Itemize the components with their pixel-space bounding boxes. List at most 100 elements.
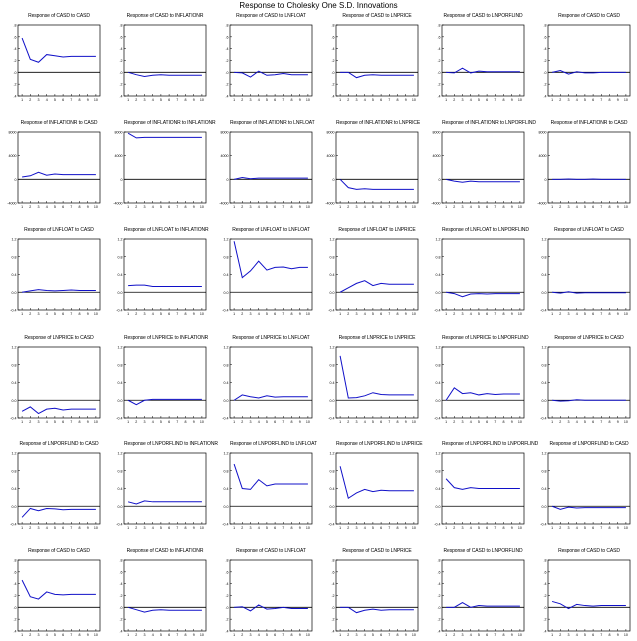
x-tick-label: 1 [551, 205, 553, 209]
x-tick-label: 10 [624, 205, 628, 209]
x-tick-label: 9 [405, 420, 407, 424]
x-tick-label: 9 [511, 98, 513, 102]
x-tick-label: 6 [486, 312, 488, 316]
x-tick-label: 7 [282, 420, 284, 424]
x-tick-label: 10 [518, 526, 522, 530]
y-tick-label: .4 [544, 630, 547, 634]
response-line [234, 241, 308, 277]
y-tick-label: -0.4 [434, 309, 440, 313]
y-tick-label: 0.4 [542, 381, 547, 385]
x-tick-label: 2 [559, 98, 561, 102]
y-tick-label: .4 [120, 95, 123, 99]
x-tick-label: 8 [503, 633, 505, 637]
plot-frame [124, 239, 206, 310]
plot-frame [336, 560, 418, 631]
plot-frame [336, 239, 418, 310]
response-line [446, 292, 520, 296]
x-tick-label: 10 [200, 98, 204, 102]
y-tick-label: .6 [438, 570, 441, 574]
y-tick-label: .4 [438, 582, 441, 586]
y-tick-label: .2 [14, 618, 17, 622]
y-tick-label: .4 [544, 47, 547, 51]
x-tick-label: 1 [551, 526, 553, 530]
y-tick-label: 0.8 [436, 469, 441, 473]
plot-frame [124, 347, 206, 418]
x-tick-label: 7 [176, 205, 178, 209]
x-tick-label: 7 [494, 205, 496, 209]
x-tick-label: 10 [94, 312, 98, 316]
x-tick-label: 10 [94, 420, 98, 424]
x-tick-label: 6 [486, 633, 488, 637]
x-tick-label: 3 [250, 312, 252, 316]
x-tick-label: 5 [54, 633, 56, 637]
x-tick-label: 4 [576, 98, 578, 102]
x-tick-label: 10 [518, 633, 522, 637]
plot-frame [548, 453, 630, 524]
y-tick-label: 1.2 [436, 238, 441, 242]
x-tick-label: 8 [503, 526, 505, 530]
x-tick-label: 10 [412, 98, 416, 102]
x-tick-label: 7 [600, 98, 602, 102]
plot-frame [548, 25, 630, 96]
x-tick-label: 2 [135, 526, 137, 530]
x-tick-label: 5 [372, 98, 374, 102]
x-tick-label: 10 [518, 205, 522, 209]
x-tick-label: 10 [518, 98, 522, 102]
y-tick-label: 0.8 [224, 255, 229, 259]
x-tick-label: 2 [347, 633, 349, 637]
y-tick-label: -0.4 [10, 417, 16, 421]
x-tick-label: 2 [241, 98, 243, 102]
x-tick-label: 10 [624, 312, 628, 316]
x-tick-label: 8 [291, 98, 293, 102]
y-tick-label: .4 [544, 95, 547, 99]
plot-frame [442, 347, 524, 418]
x-tick-label: 2 [135, 98, 137, 102]
x-tick-label: 2 [347, 526, 349, 530]
x-tick-label: 7 [70, 633, 72, 637]
y-tick-label: 0 [227, 178, 229, 182]
x-tick-label: 2 [135, 633, 137, 637]
x-tick-label: 1 [339, 526, 341, 530]
y-tick-label: 0.4 [330, 381, 335, 385]
x-tick-label: 8 [185, 312, 187, 316]
x-tick-label: 5 [54, 312, 56, 316]
x-tick-label: 1 [21, 420, 23, 424]
x-tick-label: 4 [258, 420, 260, 424]
x-tick-label: 8 [291, 526, 293, 530]
x-tick-label: 6 [62, 526, 64, 530]
x-tick-label: 3 [38, 205, 40, 209]
x-tick-label: 4 [46, 420, 48, 424]
x-tick-label: 5 [584, 98, 586, 102]
x-tick-label: 10 [306, 205, 310, 209]
y-tick-label: 0.0 [542, 505, 547, 509]
y-tick-label: .6 [438, 35, 441, 39]
x-tick-label: 1 [127, 205, 129, 209]
y-tick-label: 0.4 [118, 381, 123, 385]
response-line [22, 508, 96, 517]
x-tick-label: 10 [200, 205, 204, 209]
x-tick-label: 9 [299, 420, 301, 424]
y-tick-label: -4000 [431, 202, 440, 206]
x-tick-label: 10 [306, 312, 310, 316]
x-tick-label: 5 [54, 205, 56, 209]
x-tick-label: 9 [511, 312, 513, 316]
x-tick-label: 1 [233, 526, 235, 530]
y-tick-label: 0.8 [118, 363, 123, 367]
x-tick-label: 7 [388, 205, 390, 209]
x-tick-label: 1 [127, 526, 129, 530]
y-tick-label: 4000 [9, 154, 17, 158]
x-tick-label: 3 [462, 205, 464, 209]
x-tick-label: 7 [176, 526, 178, 530]
x-tick-label: 6 [274, 526, 276, 530]
x-tick-label: 4 [576, 420, 578, 424]
x-tick-label: 4 [258, 98, 260, 102]
x-tick-label: 10 [412, 312, 416, 316]
y-tick-label: -0.4 [540, 523, 546, 527]
